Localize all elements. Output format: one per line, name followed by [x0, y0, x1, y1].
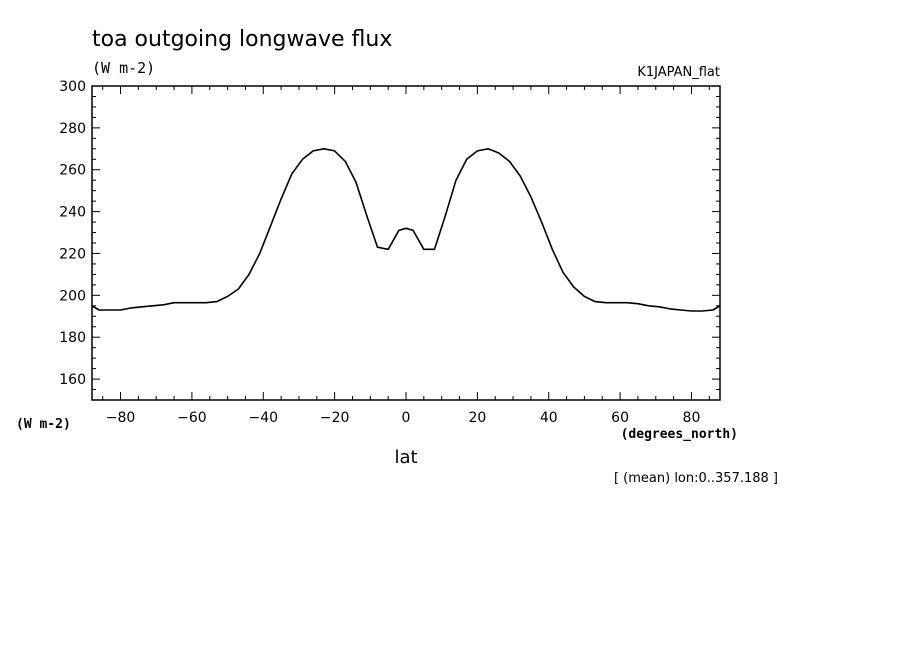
x-tick-label: −40 [248, 410, 278, 426]
y-tick-label: 180 [59, 330, 86, 346]
y-tick-label: 220 [59, 246, 86, 262]
x-tick-label: 60 [611, 410, 629, 426]
series-line [91, 148, 721, 312]
y-tick-label: 240 [59, 205, 86, 221]
y-axis-label: (W m-2) [16, 417, 71, 432]
plot-frame [91, 85, 721, 401]
x-tick-label: 80 [683, 410, 701, 426]
y-tick-label: 160 [59, 372, 86, 388]
y-tick-label: 260 [59, 163, 86, 179]
x-axis-label: lat [394, 447, 417, 468]
footnote: [ (mean) lon:0..357.188 ] [614, 471, 778, 486]
experiment-label: K1JAPAN_flat [637, 65, 720, 80]
x-tick-label: 40 [540, 410, 558, 426]
chart-title: toa outgoing longwave flux [92, 27, 392, 52]
y-tick-label: 300 [59, 79, 86, 95]
x-tick-label: 20 [468, 410, 486, 426]
x-tick-label: −20 [320, 410, 350, 426]
x-tick-label: −60 [177, 410, 207, 426]
y-tick-label: 280 [59, 121, 86, 137]
chart-units: (W m-2) [92, 59, 155, 77]
x-axis-units: (degrees_north) [621, 427, 738, 442]
y-tick-label: 200 [59, 288, 86, 304]
axis-ticks [92, 85, 720, 401]
tick-labels: −80 −60 −40 −20 0 20 40 60 80 160 180 200 220 240 260 2… [59, 79, 700, 426]
x-tick-label: 0 [402, 410, 411, 426]
x-tick-label: −80 [106, 410, 136, 426]
